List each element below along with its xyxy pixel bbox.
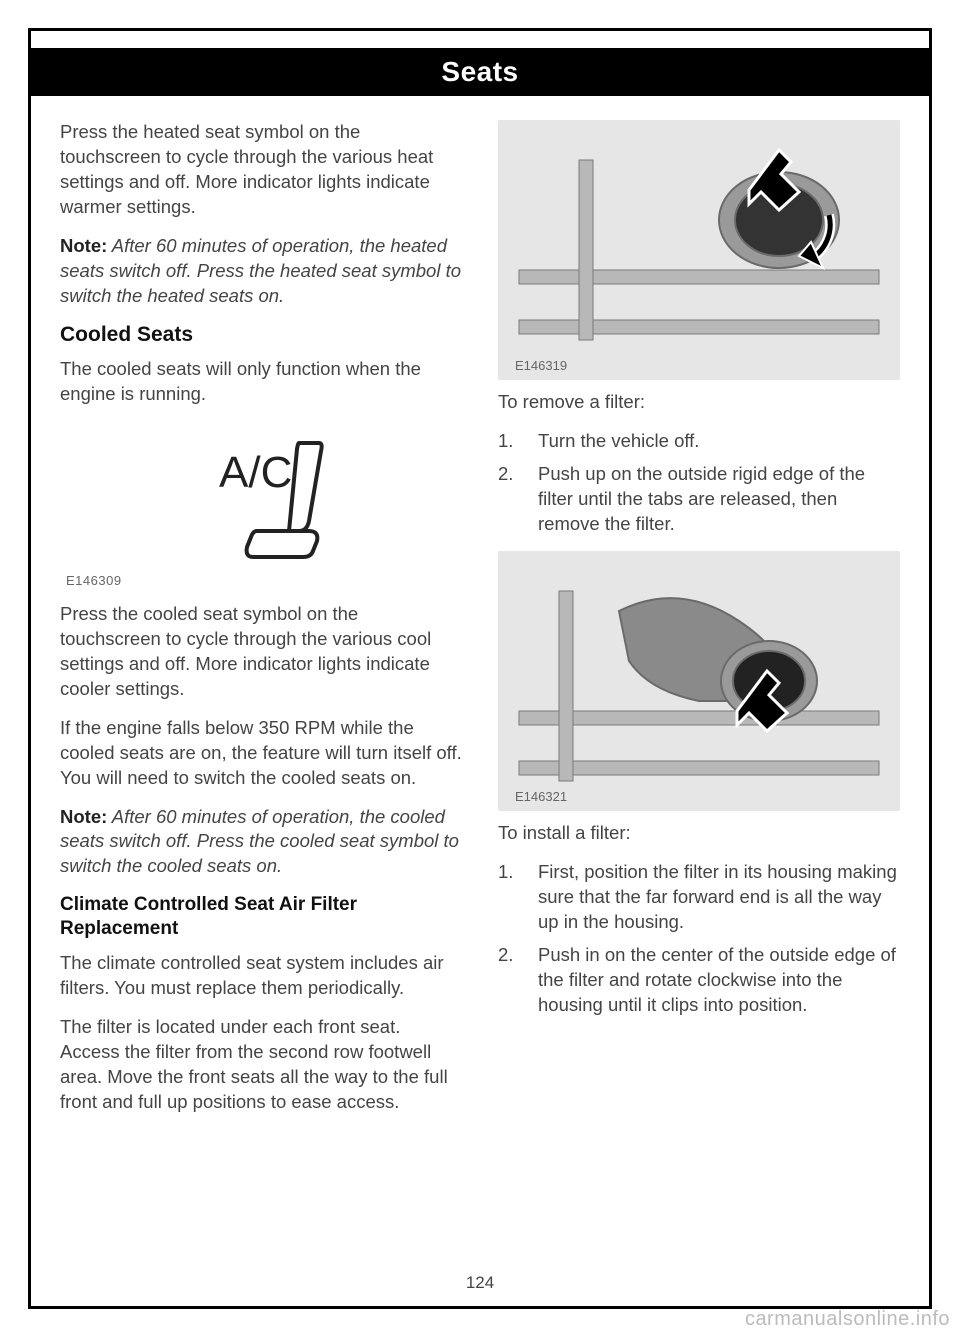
watermark: carmanualsonline.info — [745, 1308, 950, 1331]
chapter-title-bar: Seats — [28, 48, 932, 96]
chapter-title: Seats — [441, 56, 518, 88]
content-area: Press the heated seat symbol on the touc… — [60, 120, 900, 1257]
remove-filter-steps: Turn the vehicle off. Push up on the out… — [498, 429, 900, 537]
note-body: After 60 minutes of operation, the coole… — [60, 806, 459, 877]
install-filter-steps: First, position the filter in its housin… — [498, 860, 900, 1018]
figure-id-ac: E146309 — [60, 573, 462, 588]
para-rpm: If the engine falls below 350 RPM while … — [60, 716, 462, 791]
ac-seat-icon: A/C — [171, 431, 351, 561]
fig-id-inline: E146319 — [515, 358, 567, 373]
para-filter-1: The climate controlled seat system inclu… — [60, 951, 462, 1001]
mechanical-illustration-1: E146319 — [498, 120, 900, 380]
svg-text:A/C: A/C — [219, 448, 292, 497]
note-label: Note: — [60, 806, 107, 827]
right-column: E146319 E146319 To remove a filter: Turn… — [498, 120, 900, 1257]
left-column: Press the heated seat symbol on the touc… — [60, 120, 462, 1257]
install-filter-heading: To install a filter: — [498, 821, 900, 846]
para-filter-2: The filter is located under each front s… — [60, 1015, 462, 1115]
fig-id-inline: E146321 — [515, 789, 567, 804]
figure-filter-install: E146321 — [498, 551, 900, 811]
list-item: Push up on the outside rigid edge of the… — [498, 462, 900, 537]
para-heated-intro: Press the heated seat symbol on the touc… — [60, 120, 462, 220]
para-cooled-symbol: Press the cooled seat symbol on the touc… — [60, 602, 462, 702]
note-label: Note: — [60, 235, 107, 256]
note-body: After 60 minutes of operation, the heate… — [60, 235, 461, 306]
note-cooled: Note: After 60 minutes of operation, the… — [60, 805, 462, 880]
note-heated: Note: After 60 minutes of operation, the… — [60, 234, 462, 309]
para-cooled-intro: The cooled seats will only function when… — [60, 357, 462, 407]
mechanical-illustration-2: E146321 — [498, 551, 900, 811]
figure-filter-remove: E146319 — [498, 120, 900, 380]
heading-cooled-seats: Cooled Seats — [60, 323, 462, 347]
figure-ac-symbol: A/C — [171, 421, 351, 571]
list-item: First, position the filter in its housin… — [498, 860, 900, 935]
remove-filter-heading: To remove a filter: — [498, 390, 900, 415]
page-number: 124 — [0, 1273, 960, 1293]
list-item: Turn the vehicle off. — [498, 429, 900, 454]
heading-filter-replacement: Climate Controlled Seat Air Filter Repla… — [60, 893, 462, 941]
list-item: Push in on the center of the outside edg… — [498, 943, 900, 1018]
